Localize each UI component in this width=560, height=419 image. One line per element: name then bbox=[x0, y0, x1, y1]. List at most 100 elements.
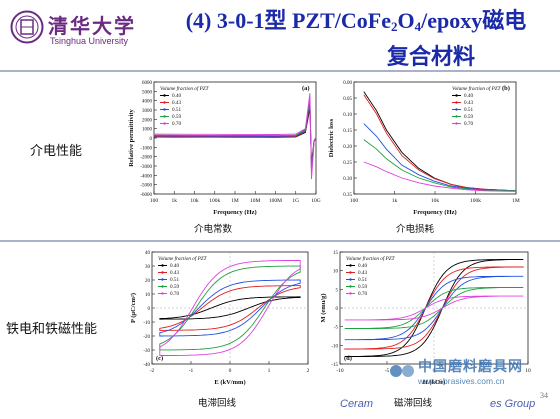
x-tick-label: 1k bbox=[392, 198, 398, 204]
legend-marker bbox=[163, 101, 166, 104]
x-tick-label: 1 bbox=[268, 368, 271, 374]
x-tick-label: 1M bbox=[512, 198, 520, 204]
legend-entry: 0.43 bbox=[358, 270, 367, 276]
y-tick-label: 1000 bbox=[142, 128, 153, 133]
panel-label: (b) bbox=[502, 85, 510, 92]
series-line-0.40 bbox=[344, 259, 524, 357]
y-tick-label: 3000 bbox=[142, 109, 153, 114]
x-tick-label: -1 bbox=[189, 368, 194, 374]
legend-entry: 0.51 bbox=[464, 107, 473, 113]
series-line-0.43 bbox=[363, 94, 517, 192]
series-line-0.43 bbox=[344, 266, 524, 350]
x-tick-label: -5 bbox=[385, 368, 390, 374]
y-tick-label: 5000 bbox=[142, 90, 153, 95]
series-line-0.40 bbox=[159, 296, 301, 320]
footer-brand-right: es Group bbox=[490, 398, 536, 410]
legend-marker bbox=[163, 94, 166, 97]
legend-marker bbox=[161, 292, 164, 295]
watermark-url: www.abrasives.com.cn bbox=[418, 376, 505, 386]
legend-entry: 0.51 bbox=[172, 107, 181, 113]
panel-label: (d) bbox=[344, 355, 352, 362]
x-tick-label: 1M bbox=[231, 198, 239, 204]
watermark-logo-icon bbox=[390, 365, 414, 377]
x-tick-label: 10k bbox=[190, 198, 199, 204]
series-line-0.59 bbox=[363, 139, 517, 192]
y-axis-label: M (emu/g) bbox=[320, 293, 327, 322]
x-tick-label: 100k bbox=[470, 198, 481, 204]
slide-title: (4) 3-0-1型 PZT/CoFe2O4/epoxy磁电 复合材料 bbox=[158, 6, 554, 72]
legend-marker bbox=[455, 115, 458, 118]
title-sub-1: 2 bbox=[391, 19, 398, 34]
x-tick-label: 100 bbox=[150, 198, 159, 204]
y-tick-label: -20 bbox=[143, 335, 150, 340]
x-tick-label: 0 bbox=[229, 368, 232, 374]
legend-entry: 0.70 bbox=[170, 291, 179, 297]
legend-marker bbox=[349, 292, 352, 295]
footer-brand-left: Ceram bbox=[340, 398, 374, 410]
legend-marker bbox=[161, 271, 164, 274]
x-tick-label: 10k bbox=[431, 198, 440, 204]
chart-permittivity: 100 1k 10k 100k 1M 10M 100M 1G 10G 6000 5000 4000 30… bbox=[126, 76, 322, 216]
legend-entry: 0.70 bbox=[464, 121, 473, 127]
legend-marker bbox=[163, 115, 166, 118]
legend-marker bbox=[455, 94, 458, 97]
legend-entry: 0.70 bbox=[358, 291, 367, 297]
seal-icon bbox=[10, 10, 44, 44]
legend-marker bbox=[349, 264, 352, 267]
y-tick-label: -5 bbox=[334, 326, 339, 331]
y-tick-label: 0.10 bbox=[343, 113, 352, 118]
chart-dielectric-loss: 100 1k 10k 100k 1M 0.00 0.05 0.10 0.15 0.20 0.25 0.… bbox=[326, 76, 522, 216]
y-tick-label: -5000 bbox=[140, 184, 152, 189]
y-tick-label: 0.00 bbox=[343, 81, 352, 86]
y-tick-label: -15 bbox=[331, 363, 338, 368]
series-line-0.51 bbox=[363, 123, 517, 192]
y-tick-label: -40 bbox=[143, 363, 150, 368]
legend-marker bbox=[349, 278, 352, 281]
x-tick-label: 1k bbox=[172, 198, 178, 204]
legend-entry: 0.70 bbox=[172, 121, 181, 127]
panel-label: (c) bbox=[156, 355, 163, 362]
y-tick-label: -4000 bbox=[140, 174, 152, 179]
y-tick-label: 10 bbox=[333, 270, 339, 275]
series-line-0.70 bbox=[153, 93, 317, 180]
y-tick-label: -10 bbox=[331, 344, 338, 349]
legend-marker bbox=[455, 108, 458, 111]
legend-entry: 0.43 bbox=[464, 100, 473, 106]
y-axis-label: Dielectric loss bbox=[328, 118, 335, 157]
logo-chinese: 清华大学 bbox=[48, 14, 136, 38]
middle-divider bbox=[0, 240, 560, 242]
legend-entry: 0.40 bbox=[358, 263, 367, 269]
y-tick-label: 5 bbox=[336, 288, 339, 293]
title-prefix: (4) 3-0-1型 PZT/CoFe bbox=[185, 8, 392, 33]
legend-entry: 0.43 bbox=[172, 100, 181, 106]
y-tick-label: -2000 bbox=[140, 156, 152, 161]
y-tick-label: 20 bbox=[145, 279, 151, 284]
y-tick-label: 0 bbox=[336, 307, 339, 312]
y-tick-label: -6000 bbox=[140, 193, 152, 198]
series-line-0.51 bbox=[344, 275, 524, 341]
page-number: 34 bbox=[540, 391, 548, 400]
legend-entry: 0.40 bbox=[464, 93, 473, 99]
series-line-0.59 bbox=[159, 265, 301, 351]
title-mid: O bbox=[397, 8, 415, 33]
x-tick-label: 10M bbox=[250, 198, 261, 204]
caption-hysteresis: 电滞回线 bbox=[198, 398, 237, 409]
x-tick-label: 10 bbox=[525, 368, 531, 374]
title-line-2: 复合材料 bbox=[386, 44, 475, 69]
legend-entry: 0.51 bbox=[170, 277, 179, 283]
y-axis-label: Relative permittivity bbox=[128, 108, 135, 166]
top-divider bbox=[0, 70, 560, 72]
y-tick-label: 30 bbox=[145, 265, 151, 270]
legend-entry: 0.40 bbox=[172, 93, 181, 99]
y-tick-label: 2000 bbox=[142, 118, 153, 123]
legend-marker bbox=[349, 285, 352, 288]
legend-entry: 0.51 bbox=[358, 277, 367, 283]
x-tick-label: 5 bbox=[480, 368, 483, 374]
watermark-text: 中国磨料磨具网 bbox=[418, 359, 523, 375]
legend-marker bbox=[161, 264, 164, 267]
y-tick-label: 0.35 bbox=[343, 193, 352, 198]
legend-title: Volume fraction of PZT bbox=[158, 255, 208, 262]
caption-magnetic: 磁滞回线 bbox=[394, 398, 433, 409]
x-axis-label: Frequency (Hz) bbox=[213, 209, 256, 216]
